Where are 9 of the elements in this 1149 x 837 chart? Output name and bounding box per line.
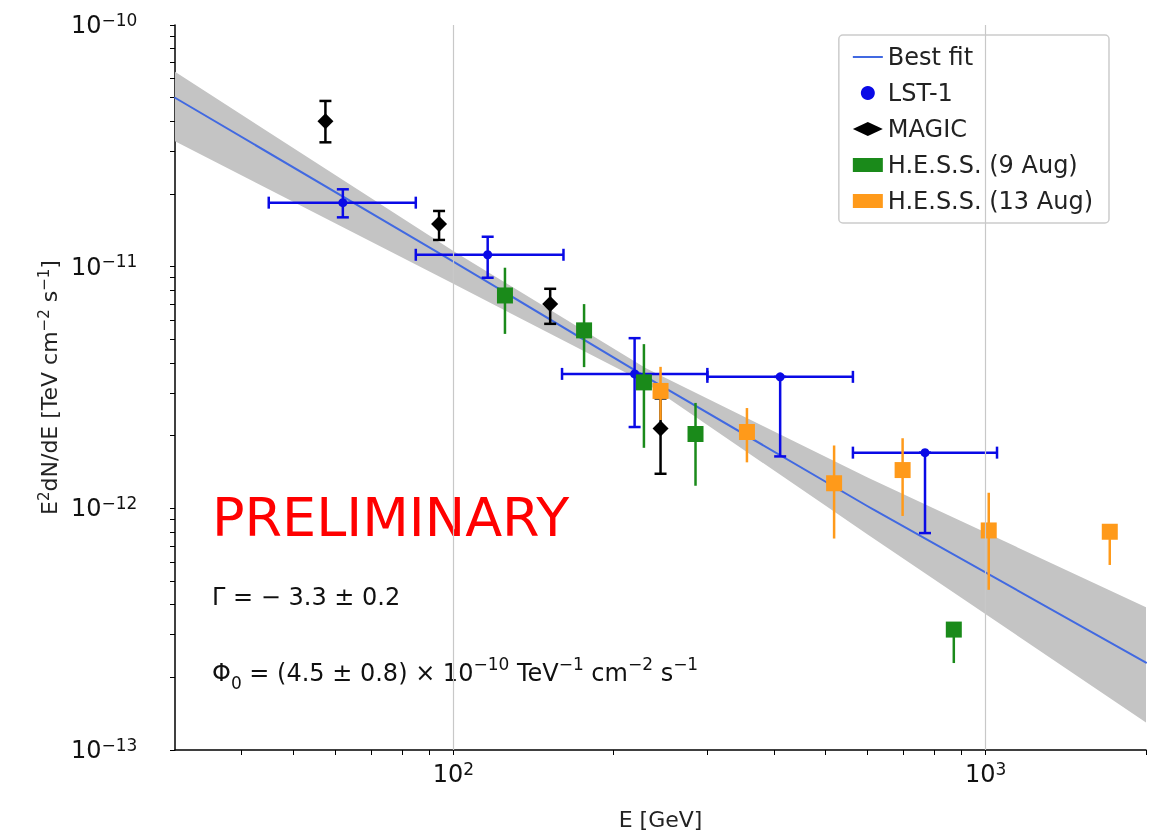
legend-label: MAGIC: [887, 115, 967, 143]
y-axis-title: E2dN/dE [TeV cm−2 s−1]: [34, 260, 62, 515]
legend-label: LST-1: [887, 79, 953, 107]
x-axis-title: E [GeV]: [618, 806, 703, 832]
annotation: Γ = − 3.3 ± 0.2: [212, 583, 401, 611]
legend-label: Best fit: [887, 43, 974, 71]
legend-label: H.E.S.S. (9 Aug): [887, 151, 1078, 179]
legend-label: H.E.S.S. (13 Aug): [887, 187, 1094, 215]
annotation: PRELIMINARY: [212, 485, 571, 549]
